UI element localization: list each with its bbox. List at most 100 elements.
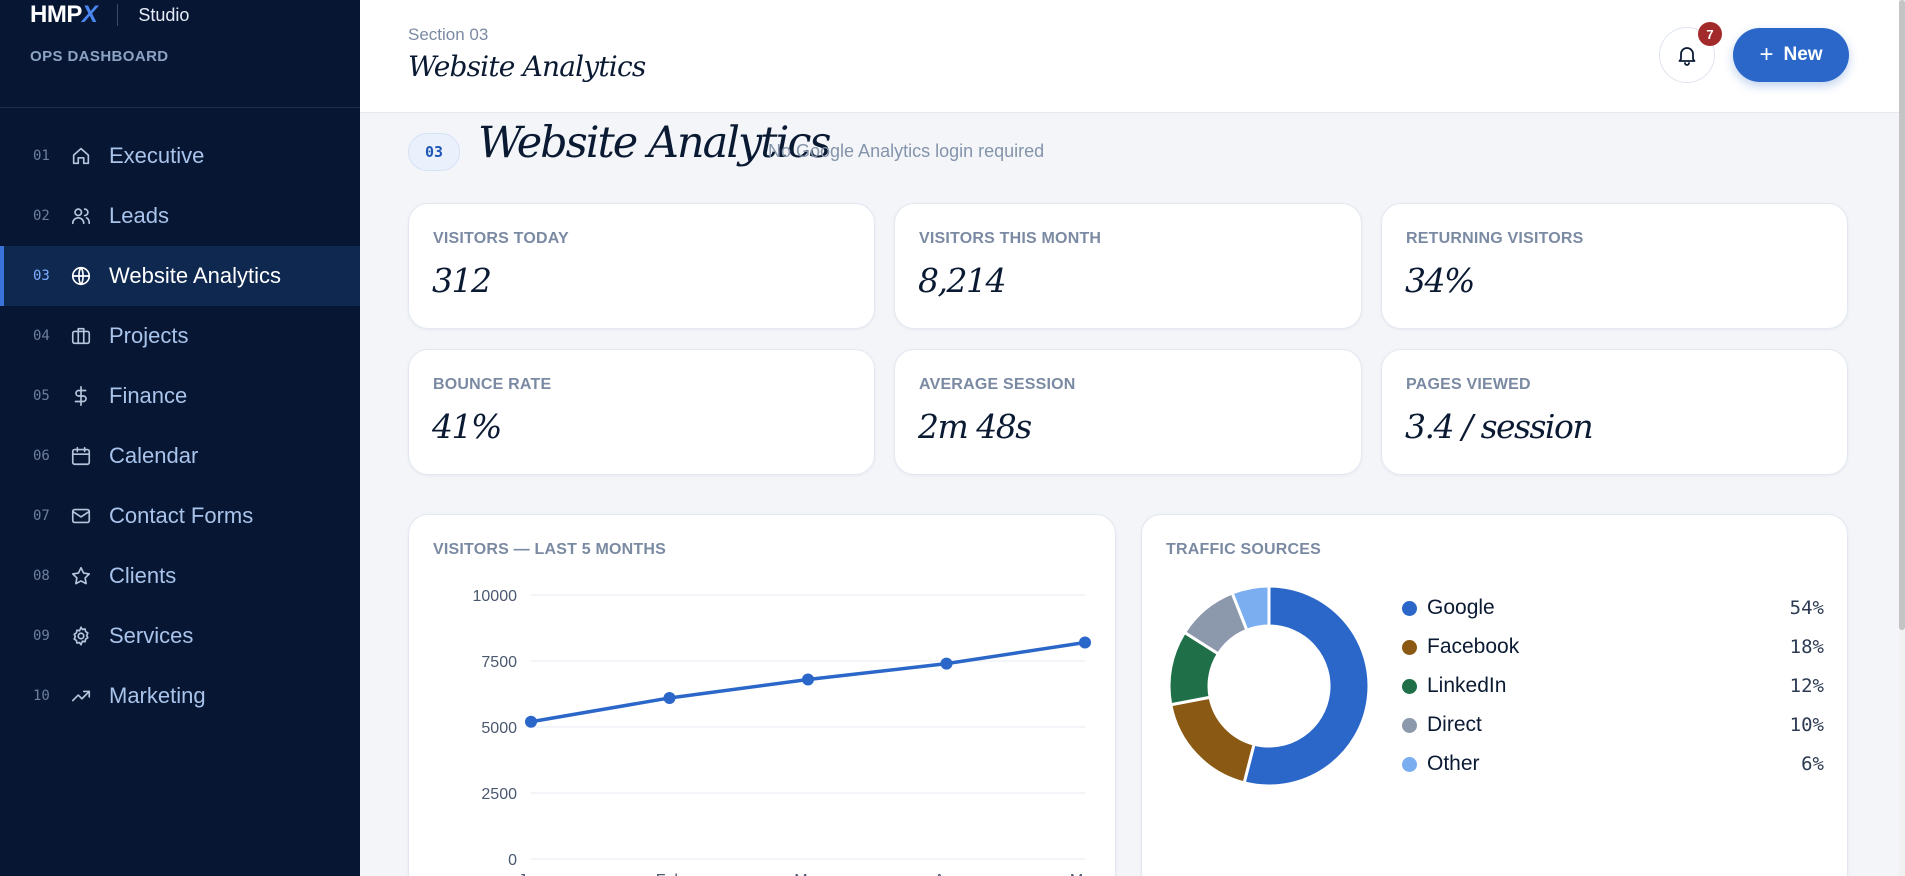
data-point — [802, 673, 814, 686]
brand-divider — [117, 4, 119, 26]
legend-value: 18% — [1789, 636, 1824, 658]
stat-card-bounce-rate: BOUNCE RATE 41% — [408, 349, 875, 475]
y-tick-label: 2500 — [481, 786, 517, 803]
nav-label: Clients — [109, 563, 177, 588]
new-button-label: New — [1783, 44, 1823, 65]
donut-slice-other — [1230, 584, 1271, 633]
topbar-title: Website Analytics — [408, 50, 646, 83]
x-tick-label: Apr — [934, 872, 960, 876]
visitors-line-chart: 0 2500 5000 7500 10000 Jan Feb Mar Apr May — [473, 588, 1101, 876]
legend-swatch — [1402, 756, 1417, 772]
traffic-donut-chart — [1167, 584, 1371, 788]
nav-label: Contact Forms — [109, 503, 254, 528]
data-point — [1079, 636, 1091, 649]
legend-label: Other — [1427, 752, 1480, 775]
nav-number: 05 — [33, 388, 50, 404]
legend-swatch — [1402, 639, 1417, 655]
sidebar-item-executive[interactable]: 01 Executive — [0, 126, 360, 186]
legend-value: 10% — [1789, 714, 1824, 736]
y-tick-label: 5000 — [481, 720, 517, 737]
traffic-sources-title: TRAFFIC SOURCES — [1166, 541, 1321, 558]
plus-icon: + — [1759, 41, 1774, 68]
legend-swatch — [1402, 678, 1417, 694]
nav-number: 03 — [33, 268, 50, 284]
notification-count-badge: 7 — [1698, 22, 1722, 46]
home-icon — [69, 144, 93, 168]
stat-card-pages-viewed: PAGES VIEWED 3.4 / session — [1381, 349, 1848, 475]
brand-logo-x: X — [81, 1, 98, 28]
visitors-chart-panel: VISITORS — LAST 5 MONTHS 0 2500 5000 7500 10… — [408, 514, 1116, 876]
star-icon — [69, 564, 93, 588]
sidebar-item-marketing[interactable]: 10 Marketing — [0, 666, 360, 726]
stat-card-average-session: AVERAGE SESSION 2m 48s — [894, 349, 1362, 475]
sidebar-item-projects[interactable]: 04 Projects — [0, 306, 360, 366]
stat-card-visitors-today: VISITORS TODAY 312 — [408, 203, 875, 329]
section-badge: 03 — [408, 133, 460, 171]
legend-label: Google — [1427, 596, 1495, 619]
brand[interactable]: HMPX Studio — [30, 1, 189, 29]
legend-item: Google 54% — [1402, 593, 1824, 623]
x-tick-label: Mar — [794, 872, 822, 876]
nav-number: 04 — [33, 328, 50, 344]
stat-label: PAGES VIEWED — [1406, 376, 1531, 393]
stat-card-returning-visitors: RETURNING VISITORS 34% — [1381, 203, 1848, 329]
data-point — [940, 657, 953, 670]
topbar: Section 03 Website Analytics 7 + New — [360, 0, 1905, 113]
traffic-sources-panel: TRAFFIC SOURCES Google 54% Facebook 18% Link… — [1141, 514, 1848, 876]
dollar-icon — [69, 384, 93, 408]
legend-value: 12% — [1789, 675, 1824, 697]
stat-label: AVERAGE SESSION — [919, 376, 1076, 393]
scrollbar-thumb[interactable] — [1899, 0, 1905, 630]
visitors-chart-title: VISITORS — LAST 5 MONTHS — [433, 541, 666, 558]
nav-label: Leads — [109, 203, 169, 228]
nav-label: Executive — [109, 143, 205, 168]
sidebar-item-contact-forms[interactable]: 07 Contact Forms — [0, 486, 360, 546]
sidebar-item-clients[interactable]: 08 Clients — [0, 546, 360, 606]
users-icon — [69, 204, 93, 228]
sidebar-item-website-analytics[interactable]: 03 Website Analytics — [0, 246, 360, 306]
trending-icon — [69, 684, 93, 708]
sidebar: HMPX Studio OPS DASHBOARD 01 Executive 02 L… — [0, 0, 360, 876]
traffic-legend: Google 54% Facebook 18% LinkedIn 12% Direct 10%… — [1402, 593, 1824, 775]
topbar-section: Section 03 — [408, 25, 489, 44]
stat-label: VISITORS THIS MONTH — [919, 230, 1102, 247]
x-tick-label: May — [1070, 872, 1100, 876]
donut-slice-google — [1242, 584, 1371, 788]
y-tick-label: 10000 — [473, 588, 518, 605]
nav-number: 09 — [33, 628, 50, 644]
legend-label: LinkedIn — [1427, 674, 1507, 697]
page-subtitle: No Google Analytics login required — [768, 141, 1045, 161]
new-button[interactable]: + New — [1733, 28, 1849, 82]
nav-number: 07 — [33, 508, 50, 524]
gear-icon — [69, 624, 93, 648]
sidebar-item-finance[interactable]: 05 Finance — [0, 366, 360, 426]
legend-label: Direct — [1427, 713, 1482, 736]
legend-item: LinkedIn 12% — [1402, 671, 1824, 701]
stat-value: 34% — [1405, 261, 1475, 300]
page-title: Website Analytics — [478, 118, 831, 168]
brand-logo: HMPX — [30, 1, 98, 29]
nav-number: 06 — [33, 448, 50, 464]
legend-item: Direct 10% — [1402, 710, 1824, 740]
sidebar-item-services[interactable]: 09 Services — [0, 606, 360, 666]
sidebar-nav: 01 Executive 02 Leads 03 Website Analytics 04 P… — [0, 126, 360, 726]
nav-number: 02 — [33, 208, 50, 224]
y-tick-label: 7500 — [481, 654, 517, 671]
data-point — [663, 691, 676, 704]
briefcase-icon — [69, 324, 93, 348]
globe-icon — [69, 264, 93, 288]
stat-value: 312 — [432, 261, 492, 300]
legend-item: Facebook 18% — [1402, 632, 1824, 662]
stat-value: 41% — [432, 407, 502, 446]
legend-item: Other 6% — [1402, 749, 1824, 779]
stat-label: RETURNING VISITORS — [1406, 230, 1584, 247]
mail-icon — [69, 504, 93, 528]
bell-icon — [1678, 47, 1696, 66]
stat-card-visitors-month: VISITORS THIS MONTH 8,214 — [894, 203, 1362, 329]
calendar-icon — [69, 444, 93, 468]
sidebar-item-calendar[interactable]: 06 Calendar — [0, 426, 360, 486]
nav-label: Calendar — [109, 443, 199, 468]
nav-label: Projects — [109, 323, 189, 348]
x-tick-label: Jan — [518, 872, 544, 876]
sidebar-item-leads[interactable]: 02 Leads — [0, 186, 360, 246]
